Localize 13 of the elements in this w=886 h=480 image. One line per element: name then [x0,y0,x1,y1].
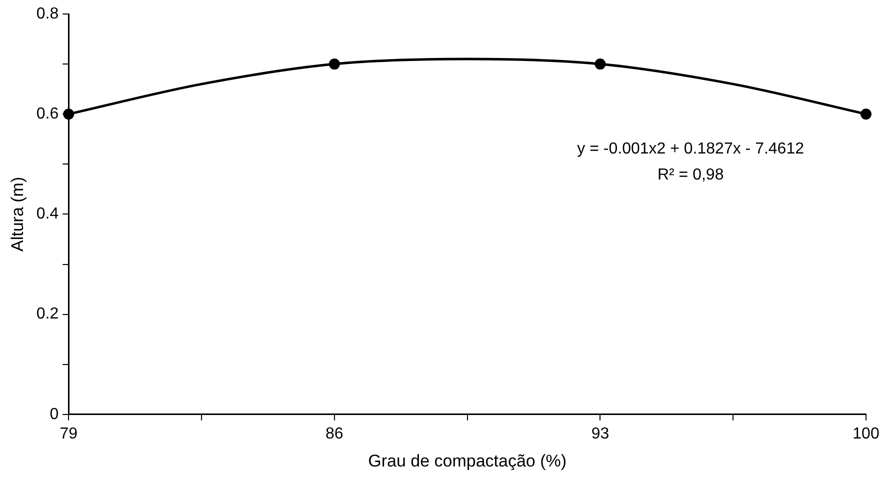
annotation: y = -0.001x2 + 0.1827x - 7.4612 [577,140,804,158]
y-tick-label: 0 [50,406,59,423]
y-tick-label: 0.6 [36,106,59,123]
y-tick-label: 0.4 [36,206,59,223]
x-axis-title: Grau de compactação (%) [368,451,567,470]
x-tick-label: 86 [326,425,344,442]
y-tick-label: 0.2 [36,306,59,323]
x-tick-label: 100 [852,425,880,442]
y-tick-label: 0.8 [36,5,59,22]
x-tick-label: 93 [591,425,610,442]
annotation: R² = 0,98 [657,166,724,184]
y-axis-title: Altura (m) [8,176,27,252]
x-tick-label: 79 [60,425,78,442]
